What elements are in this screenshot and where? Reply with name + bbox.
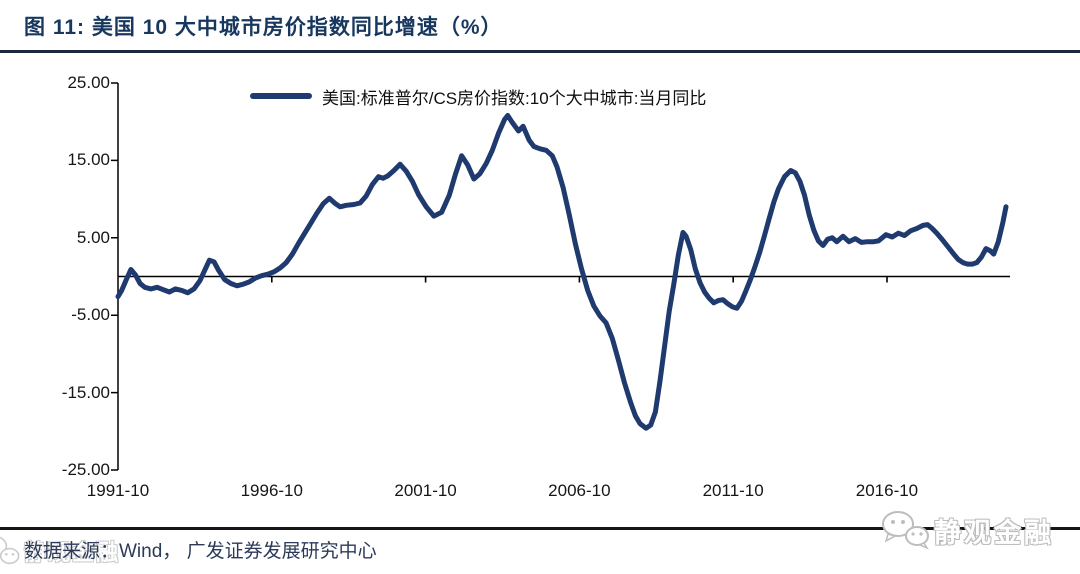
watermark-text: 静观金融 [934, 517, 1054, 548]
x-tick-label: 2006-10 [548, 481, 611, 500]
x-axis-zero-line [118, 275, 1010, 283]
y-tick-label: 15.00 [67, 150, 110, 170]
x-tick-label: 2016-10 [855, 481, 919, 500]
y-tick-label: 25.00 [67, 73, 110, 92]
price-index-line [115, 113, 1009, 431]
y-tick-label: -25.00 [61, 460, 110, 479]
x-tick-label: 1991-10 [86, 481, 150, 500]
wechat-icon [0, 536, 20, 565]
y-tick-label: -15.00 [61, 382, 110, 402]
x-tick-label: 1996-10 [240, 481, 303, 500]
data-source: 数据来源：Wind， 广发证券发展研究中心 [24, 541, 377, 562]
y-tick-label: -5.00 [71, 305, 110, 325]
legend-label: 美国:标准普尔/CS房价指数:10个大中城市:当月同比 [322, 88, 707, 108]
title-divider [0, 50, 1080, 53]
x-tick-label: 2001-10 [394, 481, 457, 500]
legend-line-swatch [250, 93, 312, 99]
figure-title: 图 11: 美国 10 大中城市房价指数同比增速（%） [24, 16, 503, 39]
wechat-icon [882, 511, 929, 550]
y-axis [111, 82, 119, 471]
watermark-jingguan-jinrong: 静观金融 [876, 508, 1054, 552]
footer-divider [0, 527, 1080, 530]
watermark-text: 静观金融 [24, 540, 121, 565]
y-tick-label: 5.00 [76, 227, 110, 247]
x-tick-label: 2011-10 [702, 481, 764, 500]
watermark-left-ghost: 静观金融 [0, 533, 120, 569]
chart-legend: 美国:标准普尔/CS房价指数:10个大中城市:当月同比 [250, 84, 706, 108]
